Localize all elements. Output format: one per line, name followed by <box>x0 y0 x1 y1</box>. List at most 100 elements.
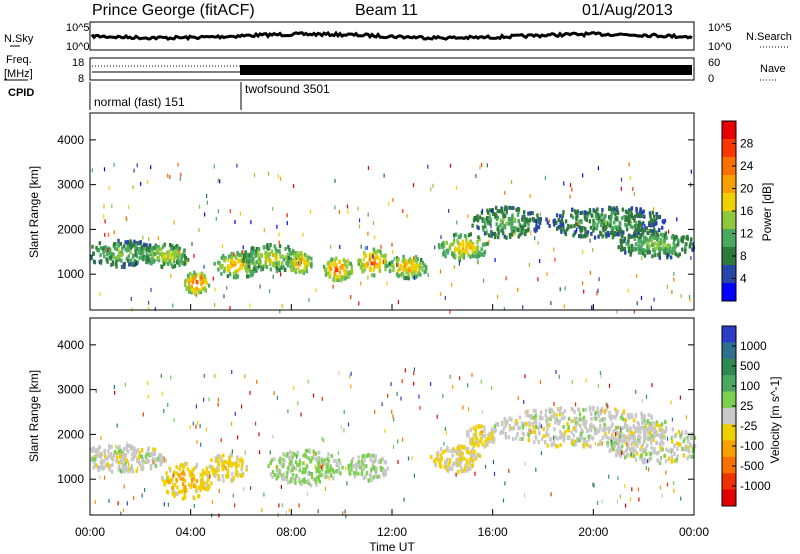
power-cell <box>372 254 374 259</box>
velocity-cell <box>332 470 336 475</box>
velocity-cell <box>648 425 651 430</box>
power-cell <box>202 280 205 285</box>
velocity-cell <box>671 435 673 440</box>
velocity-cell <box>175 471 178 476</box>
velocity-cell <box>568 436 571 440</box>
velocity-y-tick-label: 3000 <box>57 383 84 397</box>
velocity-cell <box>452 384 454 389</box>
velocity-cell <box>650 434 654 439</box>
power-cell <box>585 218 588 223</box>
velocity-cell <box>161 391 163 396</box>
velocity-cell <box>658 423 661 428</box>
velocity-cell <box>300 412 302 417</box>
velocity-cell <box>203 471 207 476</box>
velocity-cell <box>609 414 612 419</box>
power-cell <box>329 265 332 270</box>
time-tick-label: 00:00 <box>75 525 105 539</box>
velocity-cell <box>608 410 611 415</box>
velocity-cell <box>291 468 294 472</box>
velocity-cell <box>630 435 633 440</box>
velocity-cell <box>525 421 528 426</box>
velocity-cell <box>661 440 664 445</box>
velocity-cell <box>466 467 470 471</box>
velocity-cell <box>413 367 415 372</box>
velocity-cell <box>630 441 634 445</box>
power-cell <box>380 253 383 258</box>
power-cell <box>529 217 532 222</box>
velocity-cell <box>142 412 144 417</box>
power-cell <box>465 241 468 245</box>
velocity-cell <box>542 434 546 439</box>
power-cell <box>376 255 380 260</box>
power-cell <box>652 214 656 219</box>
power-cell <box>194 291 197 296</box>
velocity-cell <box>641 449 645 454</box>
power-cell <box>383 257 386 262</box>
power-cell <box>535 224 539 229</box>
velocity-cell <box>379 465 382 470</box>
power-cell <box>478 215 482 220</box>
velocity-cell <box>483 429 486 434</box>
power-cell <box>487 210 490 215</box>
velocity-cell <box>249 390 251 395</box>
power-cell <box>410 269 414 274</box>
velocity-cell <box>534 422 538 427</box>
velocity-cell <box>118 449 121 454</box>
velocity-cell <box>646 459 648 464</box>
power-cell <box>536 213 539 218</box>
velocity-cell <box>298 463 301 468</box>
power-cell <box>510 217 513 222</box>
velocity-cell <box>560 416 564 421</box>
velocity-cell <box>587 437 591 442</box>
power-cell <box>630 206 634 211</box>
velocity-cell <box>96 465 99 470</box>
power-cell <box>335 265 338 270</box>
velocity-cell <box>593 431 597 436</box>
power-cell <box>526 228 530 233</box>
power-cell <box>511 180 513 184</box>
velocity-cell <box>353 474 357 479</box>
velocity-colorbar-tick-label: 25 <box>740 399 754 413</box>
velocity-cell <box>607 436 610 441</box>
power-cell <box>639 244 643 249</box>
power-colorbar-swatch <box>722 139 736 158</box>
velocity-cell <box>527 433 531 437</box>
power-cell <box>234 220 236 224</box>
power-cell <box>513 232 515 237</box>
power-cell <box>451 282 453 287</box>
power-cell <box>630 243 633 248</box>
velocity-cell <box>439 458 442 462</box>
power-cell <box>194 274 197 279</box>
power-cell <box>472 218 476 223</box>
velocity-cell <box>605 408 608 413</box>
power-cell <box>633 214 636 219</box>
power-cell <box>157 256 161 261</box>
velocity-cell <box>227 460 231 464</box>
power-cell <box>688 295 691 299</box>
velocity-cell <box>337 465 340 470</box>
velocity-cell <box>567 425 570 430</box>
velocity-cell <box>384 460 388 465</box>
power-cell <box>561 223 564 227</box>
power-cell <box>183 261 187 266</box>
velocity-cell <box>141 447 144 452</box>
power-cell <box>257 253 260 258</box>
velocity-cell <box>160 373 162 378</box>
velocity-cell <box>396 391 398 396</box>
power-cell <box>372 247 376 252</box>
velocity-cell <box>571 380 573 385</box>
velocity-cell <box>571 418 575 423</box>
velocity-cell <box>173 470 176 475</box>
power-cell <box>250 269 253 274</box>
power-cell <box>347 270 350 274</box>
velocity-colorbar-swatch <box>722 326 736 343</box>
power-cell <box>186 257 190 262</box>
power-cell <box>237 258 240 263</box>
power-cell <box>242 245 244 250</box>
velocity-cell <box>532 415 536 420</box>
velocity-cell <box>644 446 648 451</box>
velocity-cell <box>451 453 454 458</box>
velocity-cell <box>530 429 532 434</box>
velocity-cell <box>584 419 588 424</box>
velocity-cell <box>186 467 190 472</box>
